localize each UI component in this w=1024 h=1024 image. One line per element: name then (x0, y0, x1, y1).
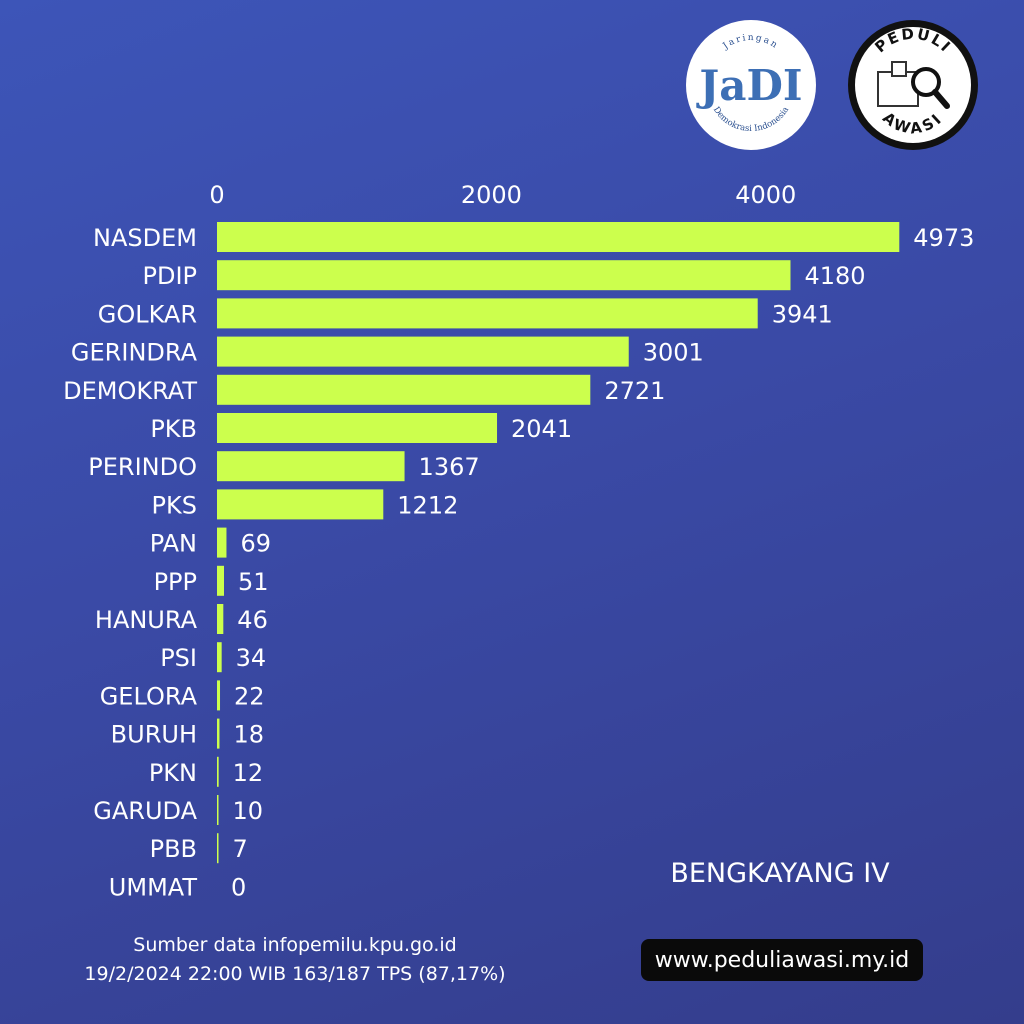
bar (217, 451, 405, 482)
svg-text:JaDI: JaDI (695, 61, 802, 110)
bar (217, 374, 591, 405)
x-tick-label: 4000 (735, 181, 796, 209)
data-label: 34 (236, 644, 267, 672)
bar (217, 833, 219, 864)
data-label: 69 (240, 530, 271, 558)
data-label: 1212 (397, 491, 458, 519)
website-url: www.peduliawasi.my.id (654, 947, 910, 973)
bar (217, 718, 220, 749)
data-label: 4180 (804, 262, 865, 290)
data-label: 7 (233, 835, 248, 863)
category-label: HANURA (95, 606, 198, 634)
category-label: PERINDO (88, 453, 197, 481)
jadi-logo: Jaringan JaDI Demokrasi Indonesia (686, 20, 816, 150)
bar (217, 565, 224, 596)
category-label: PKS (152, 491, 197, 519)
category-label: GOLKAR (98, 300, 197, 328)
data-label: 3941 (772, 300, 833, 328)
region-label: BENGKAYANG IV (670, 858, 890, 889)
category-label: GERINDRA (71, 339, 198, 367)
category-label: PKN (149, 759, 197, 787)
category-label: PPP (154, 568, 197, 596)
data-label: 2041 (511, 415, 572, 443)
bar (217, 756, 219, 787)
data-label: 22 (234, 682, 265, 710)
data-label: 1367 (419, 453, 480, 481)
x-tick-label: 0 (209, 181, 224, 209)
category-label: PDIP (142, 262, 197, 290)
category-label: NASDEM (93, 224, 197, 252)
data-label: 3001 (643, 339, 704, 367)
bar (217, 680, 221, 711)
bar (217, 604, 224, 634)
bar (217, 489, 384, 520)
bar (217, 298, 758, 329)
category-label: BURUH (111, 721, 197, 749)
data-label: 0 (231, 873, 246, 901)
party-vote-bar-chart: 0 2000 4000 NASDEM 4973 PDIP 4180 GOLKAR 3941 GER… (63, 181, 974, 901)
bar (217, 642, 222, 673)
source-line-1: Sumber data infopemilu.kpu.go.id (133, 934, 457, 956)
category-label: DEMOKRAT (63, 377, 197, 405)
data-label: 4973 (913, 224, 974, 252)
source-line-2: 19/2/2024 22:00 WIB 163/187 TPS (87,17%) (84, 963, 506, 985)
category-label: UMMAT (109, 873, 198, 901)
bar (217, 795, 219, 825)
category-label: GELORA (100, 682, 198, 710)
category-label: PKB (150, 415, 197, 443)
bar (217, 222, 900, 252)
category-label: PSI (160, 644, 197, 672)
website-badge[interactable]: www.peduliawasi.my.id (641, 939, 923, 981)
data-label: 12 (233, 759, 264, 787)
peduli-awasi-logo: PEDULI AWASI (848, 20, 978, 150)
category-label: PBB (150, 835, 197, 863)
bar (217, 336, 629, 367)
bar (217, 527, 227, 558)
bar (217, 413, 498, 443)
data-label: 2721 (604, 377, 665, 405)
data-label: 10 (233, 797, 264, 825)
data-label: 18 (233, 721, 264, 749)
category-label: GARUDA (93, 797, 197, 825)
data-label: 46 (237, 606, 268, 634)
data-label: 51 (238, 568, 269, 596)
x-tick-label: 2000 (461, 181, 522, 209)
bar (217, 260, 791, 291)
category-label: PAN (150, 530, 197, 558)
